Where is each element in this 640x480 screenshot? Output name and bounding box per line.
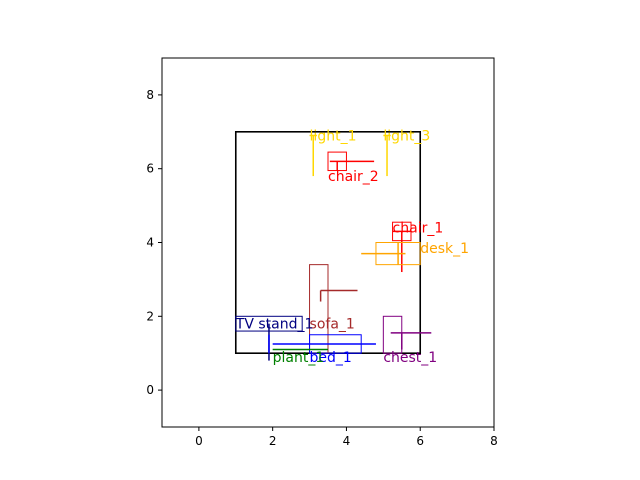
objects-layer xyxy=(235,134,432,361)
object-chair-1 xyxy=(392,221,412,273)
y-tick-label: 0 xyxy=(146,383,154,397)
chair-1-label: chair_1 xyxy=(393,221,444,237)
x-tick-label: 4 xyxy=(343,434,351,448)
plant-1-label: plant_1 xyxy=(273,350,325,366)
object-bed-1 xyxy=(268,334,376,354)
y-tick-label: 4 xyxy=(146,236,154,250)
object-chair-2 xyxy=(327,151,375,172)
y-tick-label: 2 xyxy=(146,309,154,323)
sofa-1-label: sofa_1 xyxy=(310,317,355,333)
labels-layer: light_1 light_3 chair_2 chair_1 desk_1 sofa_1… xyxy=(235,128,469,365)
x-tick-label: 2 xyxy=(269,434,277,448)
x-tick-label: 8 xyxy=(490,434,498,448)
desk-1-label: desk_1 xyxy=(420,241,469,257)
chest-1-label: chest_1 xyxy=(383,350,437,366)
y-tick-label: 8 xyxy=(146,88,154,102)
object-desk-1 xyxy=(361,242,421,266)
object-light-3 xyxy=(383,134,391,177)
tv-stand-1-label: TV stand_1 xyxy=(235,317,314,333)
chair-2-label: chair_2 xyxy=(328,169,379,185)
y-tick-label: 6 xyxy=(146,162,154,176)
x-tick-label: 0 xyxy=(195,434,203,448)
light-1-label: light_1 xyxy=(310,128,357,144)
bed-1-label: bed_1 xyxy=(310,350,352,366)
object-light-1 xyxy=(309,134,317,177)
object-chest-1 xyxy=(382,315,432,354)
light-3-label: light_3 xyxy=(383,128,430,144)
x-tick-label: 6 xyxy=(416,434,424,448)
axis-ticks: 0 2 4 6 8 0 2 4 6 8 xyxy=(146,88,497,448)
